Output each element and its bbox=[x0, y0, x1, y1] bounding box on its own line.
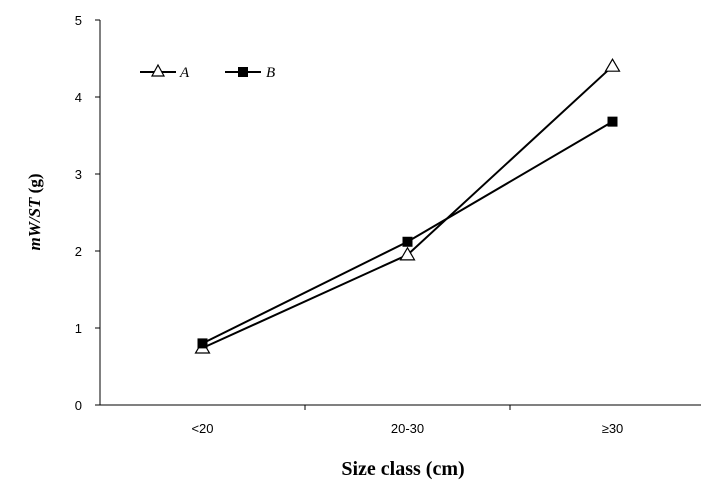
series-a-point bbox=[604, 58, 621, 72]
y-axis-title-italic: mW/ST bbox=[25, 197, 44, 251]
y-axis-title: mW/ST (g) bbox=[25, 174, 44, 251]
y-tick-label: 5 bbox=[75, 13, 82, 28]
series-b-point bbox=[402, 236, 413, 247]
y-tick-label: 2 bbox=[75, 244, 82, 259]
legend-marker-triangle bbox=[150, 63, 166, 77]
y-axis-title-unit: (g) bbox=[25, 174, 44, 198]
series-a-line bbox=[202, 65, 614, 349]
x-tick-label: 20-30 bbox=[391, 421, 424, 436]
y-ticks: 0 1 2 3 4 5 bbox=[75, 13, 100, 413]
series-b-line bbox=[202, 120, 614, 345]
y-tick-label: 1 bbox=[75, 321, 82, 336]
series-layer bbox=[194, 58, 621, 354]
legend-marker-square bbox=[238, 67, 248, 77]
series-a bbox=[194, 58, 621, 354]
series-b-point bbox=[607, 116, 618, 127]
y-tick-label: 3 bbox=[75, 167, 82, 182]
series-b bbox=[197, 116, 618, 349]
legend-entry-a: A bbox=[140, 63, 190, 81]
y-tick-label: 4 bbox=[75, 90, 82, 105]
legend-label-a: A bbox=[179, 65, 190, 81]
x-ticks: <20 20-30 ≥30 bbox=[191, 405, 623, 436]
legend: A B bbox=[140, 63, 275, 81]
series-a-point bbox=[399, 246, 416, 261]
series-b-point bbox=[197, 338, 208, 349]
x-axis-title: Size class (cm) bbox=[341, 458, 464, 480]
plot-frame bbox=[99, 20, 701, 406]
x-tick-label: ≥30 bbox=[602, 421, 624, 436]
y-tick-label: 0 bbox=[75, 398, 82, 413]
legend-label-b: B bbox=[266, 65, 275, 81]
legend-entry-b: B bbox=[225, 65, 275, 81]
x-tick-label: <20 bbox=[191, 421, 213, 436]
